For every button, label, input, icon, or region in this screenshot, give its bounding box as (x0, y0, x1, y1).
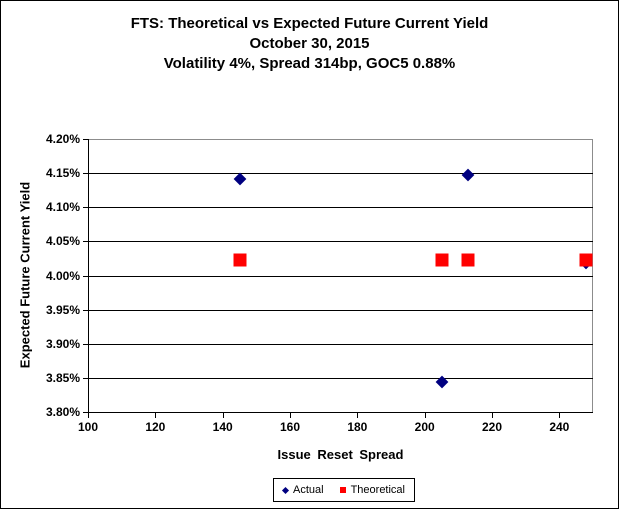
gridline (88, 377, 593, 379)
y-tick (83, 377, 88, 379)
y-tick (83, 275, 88, 277)
gridline (88, 309, 593, 311)
x-tick-label: 240 (549, 420, 570, 434)
y-tick (83, 343, 88, 345)
data-point-theoretical (233, 253, 246, 267)
chart-title-line2: October 30, 2015 (249, 35, 370, 52)
gridline (88, 173, 593, 175)
chart-title-line1: FTS: Theoretical vs Expected Future Curr… (130, 15, 489, 32)
x-tick-label: 120 (145, 420, 166, 434)
x-tick-label: 180 (347, 420, 368, 434)
actual-diamond-icon (281, 486, 290, 494)
gridline (88, 241, 593, 243)
x-tick (424, 412, 426, 418)
x-tick-label: 100 (77, 420, 99, 434)
y-tick (83, 207, 88, 209)
x-tick (222, 412, 224, 418)
theoretical-square-icon (339, 487, 346, 493)
x-tick (290, 412, 291, 418)
data-point-actual (233, 172, 246, 186)
gridline (88, 207, 593, 209)
plot-area: 4.20% 4.15% 4.10% 4.05% 4.00% 3.95% 3.90% 3.85%… (46, 132, 593, 434)
legend-item-theoretical: Theoretical (339, 484, 405, 496)
y-tick-label: 3.85% (45, 370, 80, 385)
y-tick (83, 241, 88, 243)
x-tick-label: 220 (481, 420, 503, 434)
x-tick (88, 412, 89, 418)
y-tick-label: 4.10% (45, 200, 80, 215)
legend-item-actual: Actual (281, 484, 324, 496)
chart-title: FTS: Theoretical vs Expected Future Curr… (1, 14, 618, 74)
gridline (88, 275, 593, 277)
x-tick-label: 160 (279, 420, 301, 434)
y-tick-label: 3.80% (45, 405, 80, 419)
y-tick-label: 4.15% (45, 166, 80, 181)
data-point-theoretical (435, 253, 448, 267)
y-tick-label: 4.20% (45, 132, 80, 146)
y-tick-label: 4.00% (45, 268, 80, 283)
y-tick-label: 4.05% (45, 234, 80, 249)
y-tick-label: 3.95% (45, 302, 80, 317)
x-axis-line (88, 412, 593, 413)
x-tick (559, 412, 561, 418)
chart-title-line3: Volatility 4%, Spread 314bp, GOC5 0.88% (163, 55, 456, 72)
legend: Actual Theoretical (273, 478, 415, 502)
y-tick (83, 139, 88, 140)
x-axis-title: Issue Reset Spread (277, 447, 404, 462)
x-tick (357, 412, 359, 418)
gridline (88, 343, 593, 345)
x-tick-label: 140 (212, 420, 233, 434)
y-tick-label: 3.90% (45, 336, 80, 351)
legend-label-theoretical: Theoretical (350, 484, 405, 496)
y-tick (83, 173, 88, 175)
data-point-actual (462, 168, 475, 182)
y-tick (83, 309, 88, 311)
legend-label-actual: Actual (293, 484, 324, 496)
x-tick (492, 412, 493, 418)
plot-border-top (88, 139, 593, 140)
data-point-theoretical (461, 253, 475, 267)
data-point-theoretical (579, 253, 593, 267)
x-tick (155, 412, 157, 418)
y-tick (83, 412, 88, 413)
x-tick-label: 200 (414, 420, 435, 434)
